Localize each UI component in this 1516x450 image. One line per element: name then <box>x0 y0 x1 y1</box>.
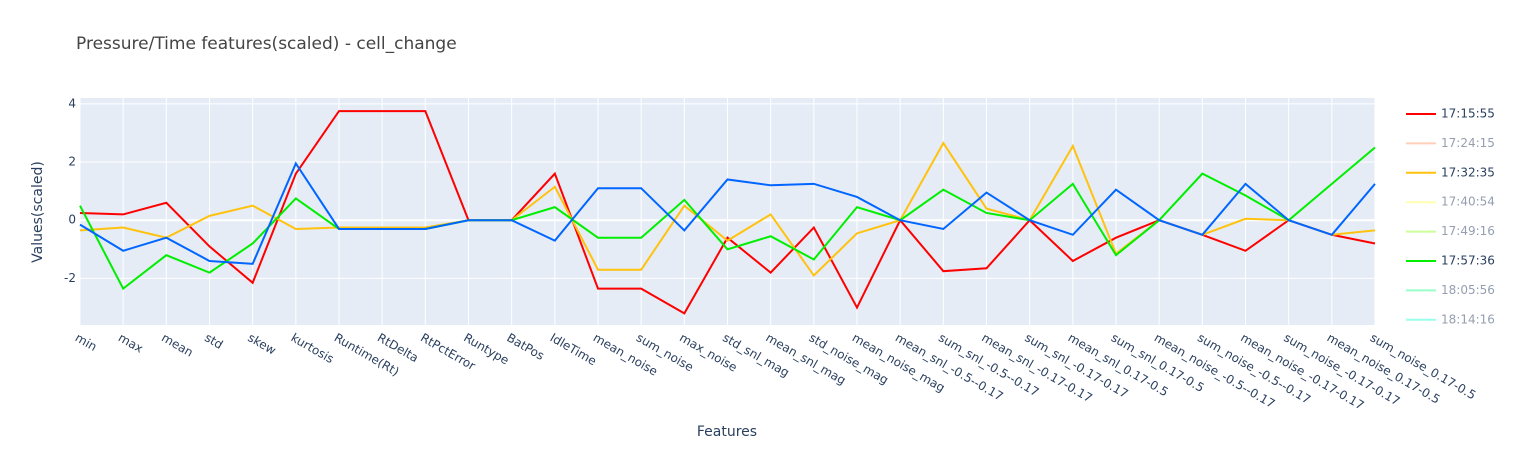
chart-title: Pressure/Time features(scaled) - cell_ch… <box>76 34 457 54</box>
x-tick-label: mean <box>159 331 195 360</box>
legend-label: 17:49:16 <box>1441 224 1495 238</box>
x-tick-label: min <box>73 331 100 354</box>
legend-label: 17:24:15 <box>1441 136 1495 150</box>
y-tick-label: -2 <box>64 271 76 285</box>
legend-label: 18:14:16 <box>1441 312 1495 326</box>
y-tick-label: 2 <box>68 155 76 169</box>
y-tick-label: 4 <box>68 96 76 110</box>
legend-label: 17:57:36 <box>1441 254 1495 268</box>
legend-label: 18:05:56 <box>1441 283 1495 297</box>
x-tick-label: BatPos <box>504 331 546 363</box>
x-tick-label: max <box>116 331 146 356</box>
y-axis-title: Values(scaled) <box>30 161 46 263</box>
x-tick-label: kurtosis <box>289 331 337 367</box>
legend-label: 17:40:54 <box>1441 195 1495 209</box>
y-tick-label: 0 <box>68 213 76 227</box>
legend-label: 17:15:55 <box>1441 107 1495 121</box>
x-tick-label: IdleTime <box>548 331 599 369</box>
x-tick-label: skew <box>245 331 278 358</box>
legend-label: 17:32:35 <box>1441 165 1495 179</box>
line-series <box>79 161 1376 265</box>
x-axis-title: Features <box>697 424 757 440</box>
x-tick-label: std <box>202 331 225 352</box>
